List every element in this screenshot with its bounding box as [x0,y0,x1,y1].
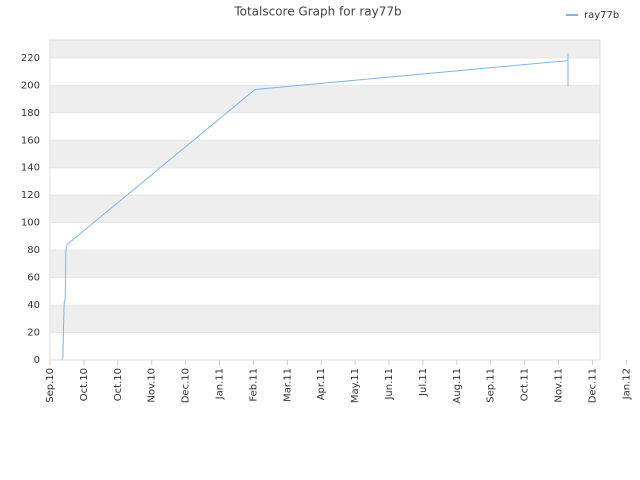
band [50,167,600,196]
y-tick-label: 40 [27,300,40,311]
x-tick-label: Dec.11 [587,368,598,403]
y-tick-label: 60 [27,273,40,284]
x-tick-label: Oct.10 [79,368,90,401]
y-tick-label: 180 [21,108,40,119]
band [50,140,600,168]
x-tick-label: Jan.12 [621,368,632,400]
x-tick-label: Dec.10 [181,368,192,403]
x-tick-label: Nov.11 [554,368,565,403]
x-tick-label: Apr.11 [316,368,327,400]
band [50,40,600,58]
band [50,332,600,360]
x-tick-label: Jun.11 [384,368,395,401]
x-tick-label: Mar.11 [282,368,293,402]
x-tick-label: Oct.11 [520,368,531,401]
y-tick-label: 140 [21,163,40,174]
band [50,195,600,223]
band [50,250,600,278]
y-tick-label: 220 [21,53,40,64]
x-tick-label: Jul.11 [418,368,429,397]
legend-label: ray77b [584,10,619,21]
x-tick-label: Sep.10 [45,368,56,403]
y-tick-label: 20 [27,328,40,339]
band [50,85,600,113]
x-tick-label: Feb.11 [248,368,259,402]
plot-border [49,39,601,361]
band [50,57,600,86]
x-tick-label: Oct.10 [113,368,124,401]
band [50,305,600,333]
y-tick-label: 100 [21,218,40,229]
band [50,112,600,141]
chart-title: Totalscore Graph for ray77b [233,5,401,19]
y-tick-label: 0 [34,355,40,366]
x-tick-label: Aug.11 [452,368,463,403]
band [50,222,600,251]
x-tick-label: Jan.11 [215,368,226,400]
y-tick-label: 120 [21,190,40,201]
data-line [61,53,569,361]
x-tick-label: May.11 [350,368,361,403]
x-tick-label: Sep.11 [486,368,497,403]
x-tick-label: Nov.10 [147,368,158,403]
band [50,277,600,306]
y-tick-label: 200 [21,80,40,91]
y-tick-label: 80 [27,245,40,256]
y-tick-label: 160 [21,135,40,146]
